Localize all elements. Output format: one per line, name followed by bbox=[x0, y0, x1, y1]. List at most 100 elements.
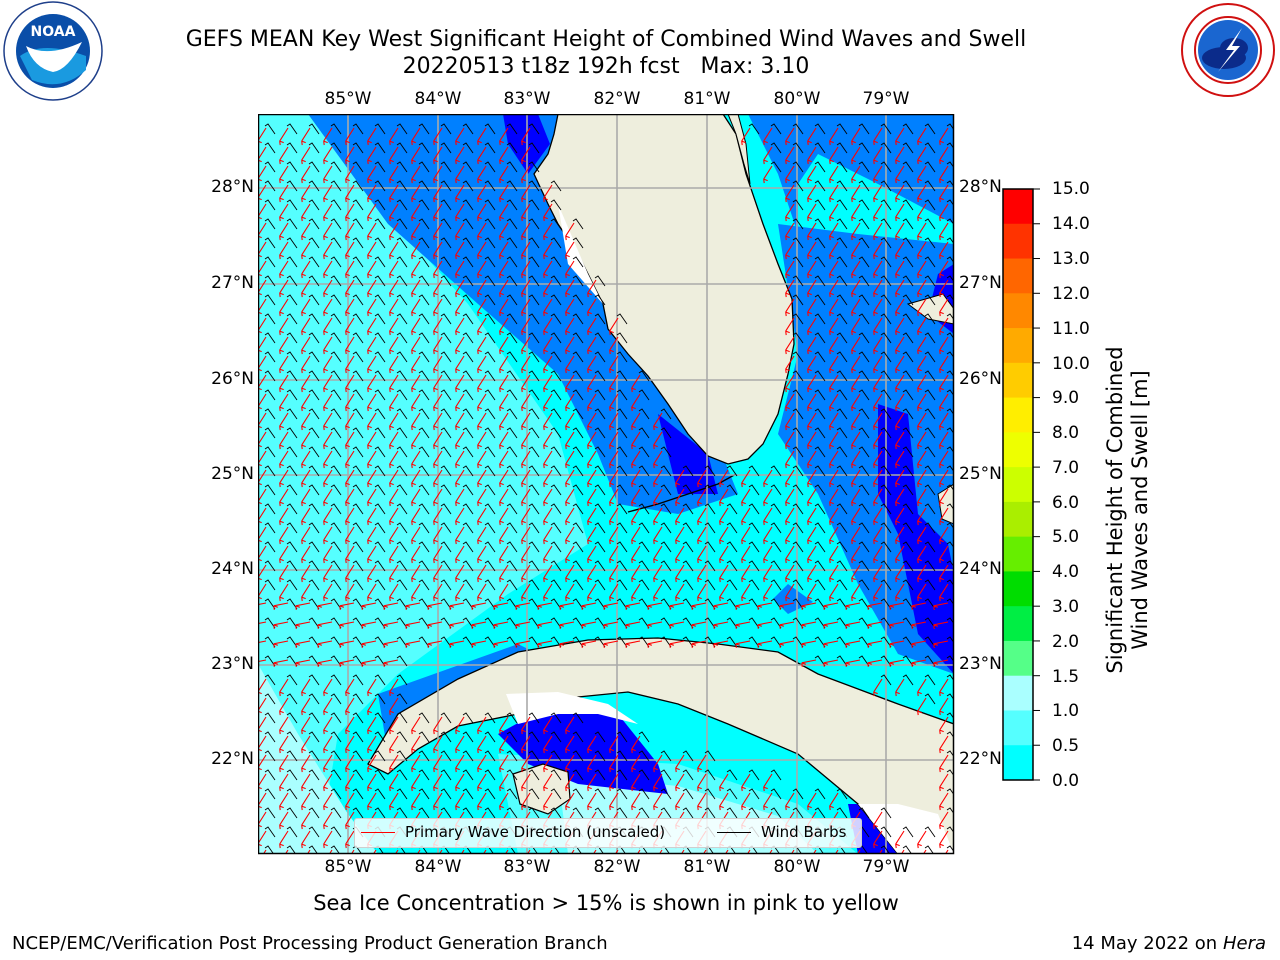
wave-direction-arrow bbox=[609, 583, 619, 602]
wind-barb bbox=[308, 294, 320, 306]
wave-direction-arrow bbox=[389, 526, 399, 545]
wave-direction-arrow bbox=[455, 507, 465, 526]
wave-direction-arrow bbox=[383, 659, 399, 667]
wind-barb bbox=[550, 294, 562, 306]
wind-barb bbox=[528, 275, 540, 287]
wind-barb bbox=[374, 180, 386, 192]
wind-barb bbox=[726, 769, 738, 781]
wave-direction-arrow bbox=[477, 583, 487, 602]
wind-barb bbox=[770, 161, 782, 173]
wind-barb bbox=[814, 446, 826, 458]
wave-direction-arrow bbox=[389, 564, 399, 583]
wind-barb bbox=[418, 275, 430, 287]
wind-barb bbox=[836, 503, 848, 515]
land-florida-barrier bbox=[727, 114, 751, 185]
wind-barb bbox=[484, 180, 496, 192]
wave-direction-arrow bbox=[389, 773, 399, 792]
wave-direction-arrow bbox=[273, 621, 289, 629]
wave-direction-arrow bbox=[499, 393, 509, 412]
wave-direction-arrow bbox=[779, 621, 795, 629]
wave-direction-arrow bbox=[521, 146, 531, 165]
wind-barb bbox=[880, 446, 892, 458]
wind-barb bbox=[396, 731, 408, 743]
wave-direction-arrow bbox=[829, 146, 839, 165]
wave-direction-arrow bbox=[565, 412, 575, 431]
wave-direction-arrow bbox=[565, 545, 575, 564]
wave-direction-arrow bbox=[675, 545, 685, 564]
wind-barb bbox=[594, 503, 606, 515]
wave-direction-arrow bbox=[873, 545, 883, 564]
wind-barb bbox=[550, 275, 562, 287]
wave-direction-arrow bbox=[367, 431, 377, 450]
wave-direction-arrow bbox=[345, 697, 355, 716]
wind-barb bbox=[418, 332, 430, 344]
wave-direction-arrow bbox=[367, 241, 377, 260]
wind-barb bbox=[594, 636, 606, 648]
wind-barb bbox=[440, 636, 452, 648]
wind-barb bbox=[462, 617, 474, 629]
wind-barb bbox=[396, 503, 408, 515]
title-line-1: GEFS MEAN Key West Significant Height of… bbox=[185, 27, 1027, 52]
wave-direction-arrow bbox=[917, 488, 927, 507]
wind-barb bbox=[352, 161, 364, 173]
wind-barb bbox=[792, 503, 804, 515]
wave-direction-arrow bbox=[587, 507, 597, 526]
wind-barb bbox=[572, 750, 584, 762]
wave-direction-arrow bbox=[829, 526, 839, 545]
wave-direction-arrow bbox=[873, 393, 883, 412]
wave-direction-arrow bbox=[361, 621, 377, 629]
wave-direction-arrow bbox=[658, 849, 663, 854]
wind-barb bbox=[594, 484, 606, 496]
wave-direction-arrow bbox=[653, 564, 663, 583]
wave-direction-arrow bbox=[411, 735, 421, 754]
wave-direction-arrow bbox=[279, 184, 289, 203]
wind-barb bbox=[902, 617, 914, 629]
wave-direction-arrow bbox=[801, 659, 817, 667]
wind-barb bbox=[462, 389, 474, 401]
wind-barb bbox=[858, 427, 870, 439]
wind-barb bbox=[858, 351, 870, 363]
wave-direction-arrow bbox=[851, 298, 861, 317]
wave-direction-arrow bbox=[581, 621, 597, 629]
wind-barb bbox=[616, 332, 628, 344]
wind-barb bbox=[660, 522, 672, 534]
wind-barb bbox=[462, 332, 474, 344]
wave-direction-arrow bbox=[895, 450, 905, 469]
wind-barb bbox=[308, 845, 319, 854]
wind-barb bbox=[704, 617, 716, 629]
wave-direction-arrow bbox=[389, 241, 399, 260]
wave-direction-arrow bbox=[411, 241, 421, 260]
wave-direction-arrow bbox=[301, 260, 311, 279]
wind-barb bbox=[858, 256, 870, 268]
wave-direction-arrow bbox=[543, 241, 553, 260]
wave-direction-arrow bbox=[279, 203, 289, 222]
wind-barb bbox=[264, 598, 276, 610]
wind-barb bbox=[506, 807, 518, 819]
wind-barb bbox=[528, 788, 540, 800]
wave-direction-arrow bbox=[537, 602, 553, 610]
wave-direction-arrow bbox=[565, 222, 575, 241]
wind-barb bbox=[550, 598, 562, 610]
wind-barb bbox=[902, 218, 914, 230]
wind-barb bbox=[374, 750, 386, 762]
wind-barb bbox=[770, 598, 782, 610]
wave-direction-arrow bbox=[367, 792, 377, 811]
wind-barb bbox=[506, 522, 518, 534]
wind-barb bbox=[352, 674, 364, 686]
wind-barb bbox=[462, 465, 474, 477]
wind-barb bbox=[264, 807, 276, 819]
wave-direction-arrow bbox=[389, 469, 399, 488]
lat-label-left: 23°N bbox=[211, 654, 254, 674]
wave-direction-arrow bbox=[411, 184, 421, 203]
wave-direction-arrow bbox=[521, 412, 531, 431]
wave-direction-arrow bbox=[543, 393, 553, 412]
wave-direction-arrow bbox=[411, 754, 421, 773]
wind-barb bbox=[396, 180, 408, 192]
wave-direction-arrow bbox=[411, 412, 421, 431]
wave-direction-arrow bbox=[807, 374, 817, 393]
wind-barb bbox=[638, 807, 650, 819]
wind-barb bbox=[704, 503, 716, 515]
wind-barb bbox=[792, 123, 804, 135]
wave-direction-arrow bbox=[873, 564, 883, 583]
wind-barb bbox=[660, 484, 672, 496]
